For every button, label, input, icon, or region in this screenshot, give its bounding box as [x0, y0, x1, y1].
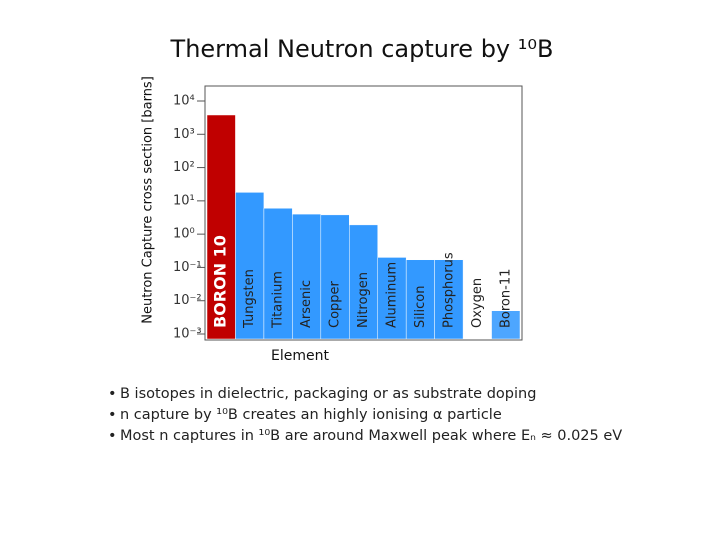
y-tick-label: 10⁰	[173, 227, 195, 242]
bullet-text: Most n captures in ¹⁰B are around Maxwel…	[120, 428, 623, 444]
y-tick-label: 10³	[173, 127, 195, 142]
plot-frame	[204, 85, 523, 341]
bullet: • Most n captures in ¹⁰B are around Maxwe…	[108, 428, 623, 444]
bar-label: Titanium	[271, 271, 286, 329]
y-tick-label: 10⁻³	[173, 327, 202, 342]
chart-title: Thermal Neutron capture by ¹⁰B	[170, 35, 554, 63]
x-axis-label: Element	[271, 348, 329, 364]
bar	[349, 224, 378, 340]
bar	[434, 259, 464, 340]
y-tick-label: 10⁻²	[173, 293, 202, 308]
bar	[206, 114, 236, 340]
bar	[292, 213, 322, 340]
y-tick-label: 10⁴	[173, 94, 195, 109]
y-tick-label: 10⁻¹	[173, 260, 202, 275]
bar	[235, 192, 265, 340]
bar	[377, 257, 407, 340]
bar-label: Copper	[328, 280, 343, 328]
bar-label: Oxygen	[470, 278, 485, 328]
bullet-text: B isotopes in dielectric, packaging or a…	[120, 386, 537, 402]
bar-label: Arsenic	[299, 280, 314, 328]
bullet-text: n capture by ¹⁰B creates an highly ionis…	[120, 407, 502, 423]
bar-label: BORON 10	[211, 235, 230, 328]
y-tick-label: 10²	[173, 160, 195, 175]
bar	[491, 310, 521, 340]
bar-label: Nitrogen	[356, 272, 371, 328]
bar	[320, 214, 350, 340]
y-tick-label: 10¹	[173, 193, 195, 208]
bullet-list: • B isotopes in dielectric, packaging or …	[108, 384, 622, 447]
bar-label: Boron-11	[498, 269, 513, 328]
bar	[263, 207, 293, 340]
bar	[405, 259, 435, 340]
y-axis-label: Neutron Capture cross section [barns]	[141, 76, 156, 324]
bullet: • B isotopes in dielectric, packaging or …	[108, 386, 537, 402]
bar-label: Tungsten	[242, 269, 257, 329]
bar-label: Silicon	[413, 286, 428, 328]
bar-label: Aluminum	[384, 262, 399, 328]
bullet: • n capture by ¹⁰B creates an highly ioni…	[108, 407, 502, 423]
bar-label: Phosphorus	[441, 252, 456, 328]
